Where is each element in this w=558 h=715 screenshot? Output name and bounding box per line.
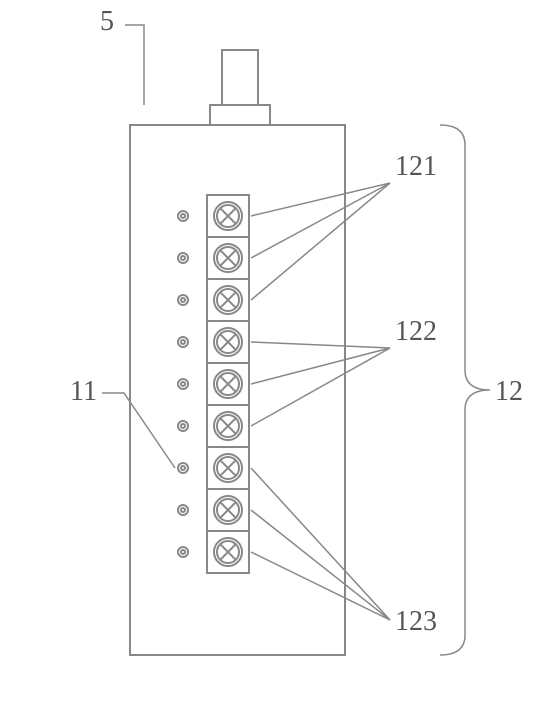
screw-outer (178, 295, 188, 305)
label-5: 5 (100, 6, 114, 37)
screw-inner (181, 340, 185, 344)
screw-outer (178, 379, 188, 389)
leader-123 (251, 510, 390, 620)
neck (210, 105, 270, 125)
screw-outer (178, 505, 188, 515)
leader-11 (102, 393, 175, 468)
screw-inner (181, 508, 185, 512)
shaft (222, 50, 258, 105)
leader-123 (251, 552, 390, 620)
screw-outer (178, 421, 188, 431)
brace-12 (440, 125, 490, 655)
diagram-svg: 5 11 12 121 122 123 (0, 0, 558, 715)
screw-inner (181, 214, 185, 218)
screw-inner (181, 298, 185, 302)
screw-inner (181, 466, 185, 470)
leader-121 (251, 183, 390, 258)
screw-outer (178, 253, 188, 263)
label-122: 122 (395, 316, 437, 347)
screw-outer (178, 337, 188, 347)
leader-123 (251, 468, 390, 620)
screw-inner (181, 424, 185, 428)
screw-outer (178, 211, 188, 221)
screw-inner (181, 550, 185, 554)
leader-121 (251, 183, 390, 300)
screw-outer (178, 463, 188, 473)
label-12: 12 (495, 376, 523, 407)
screw-outer (178, 547, 188, 557)
leader-122 (251, 348, 390, 426)
label-11: 11 (70, 376, 97, 407)
screw-inner (181, 256, 185, 260)
leader-122 (251, 348, 390, 384)
label-123: 123 (395, 606, 437, 637)
leader-122 (251, 342, 390, 348)
leader-121 (251, 183, 390, 216)
label-121: 121 (395, 151, 437, 182)
leader-5 (125, 25, 144, 105)
screw-inner (181, 382, 185, 386)
